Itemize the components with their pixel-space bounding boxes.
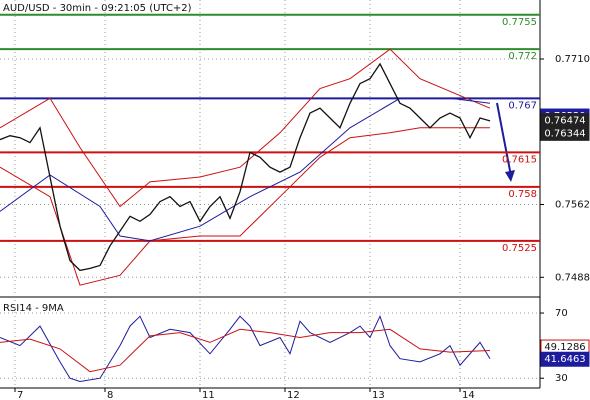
value-box-label: 41.6463: [544, 354, 585, 365]
level-label: 0.7755: [502, 17, 537, 28]
x-tick-label: 7: [17, 390, 23, 400]
value-box-label: 0.76474: [544, 116, 585, 127]
series-line: [0, 127, 490, 286]
x-tick-label: 14: [462, 390, 475, 400]
value-box-label: 0.76344: [544, 128, 585, 139]
level-label: 0.772: [508, 51, 537, 62]
value-box-label: 49.1286: [544, 342, 585, 353]
level-label: 0.767: [508, 100, 537, 111]
level-label: 0.758: [508, 189, 537, 200]
y-tick-label: 30: [555, 373, 568, 384]
chart-title: RSI14 - 9MA: [3, 303, 64, 314]
series-line: [0, 48, 491, 208]
series-line: [0, 97, 491, 242]
level-label: 0.7615: [502, 154, 537, 165]
series-line: [0, 314, 491, 383]
y-tick-label: 0.7710: [555, 54, 590, 65]
value-box: [540, 351, 590, 367]
series-line: [0, 62, 491, 272]
chart-title: AUD/USD - 30min - 09:21:05 (UTC+2): [3, 3, 192, 14]
forecast-arrow: [496, 102, 512, 177]
y-tick-label: 0.7488: [555, 272, 590, 283]
forecast-arrowhead: [505, 170, 515, 182]
y-tick-label: 70: [555, 308, 568, 319]
x-tick-label: 13: [372, 390, 385, 400]
y-tick-label: 0.7562: [555, 200, 590, 211]
series-line: [0, 328, 491, 373]
level-label: 0.7525: [502, 243, 537, 254]
x-tick-label: 12: [287, 390, 300, 400]
x-tick-label: 11: [202, 390, 215, 400]
value-box: [540, 125, 590, 141]
x-tick-label: 8: [107, 390, 113, 400]
